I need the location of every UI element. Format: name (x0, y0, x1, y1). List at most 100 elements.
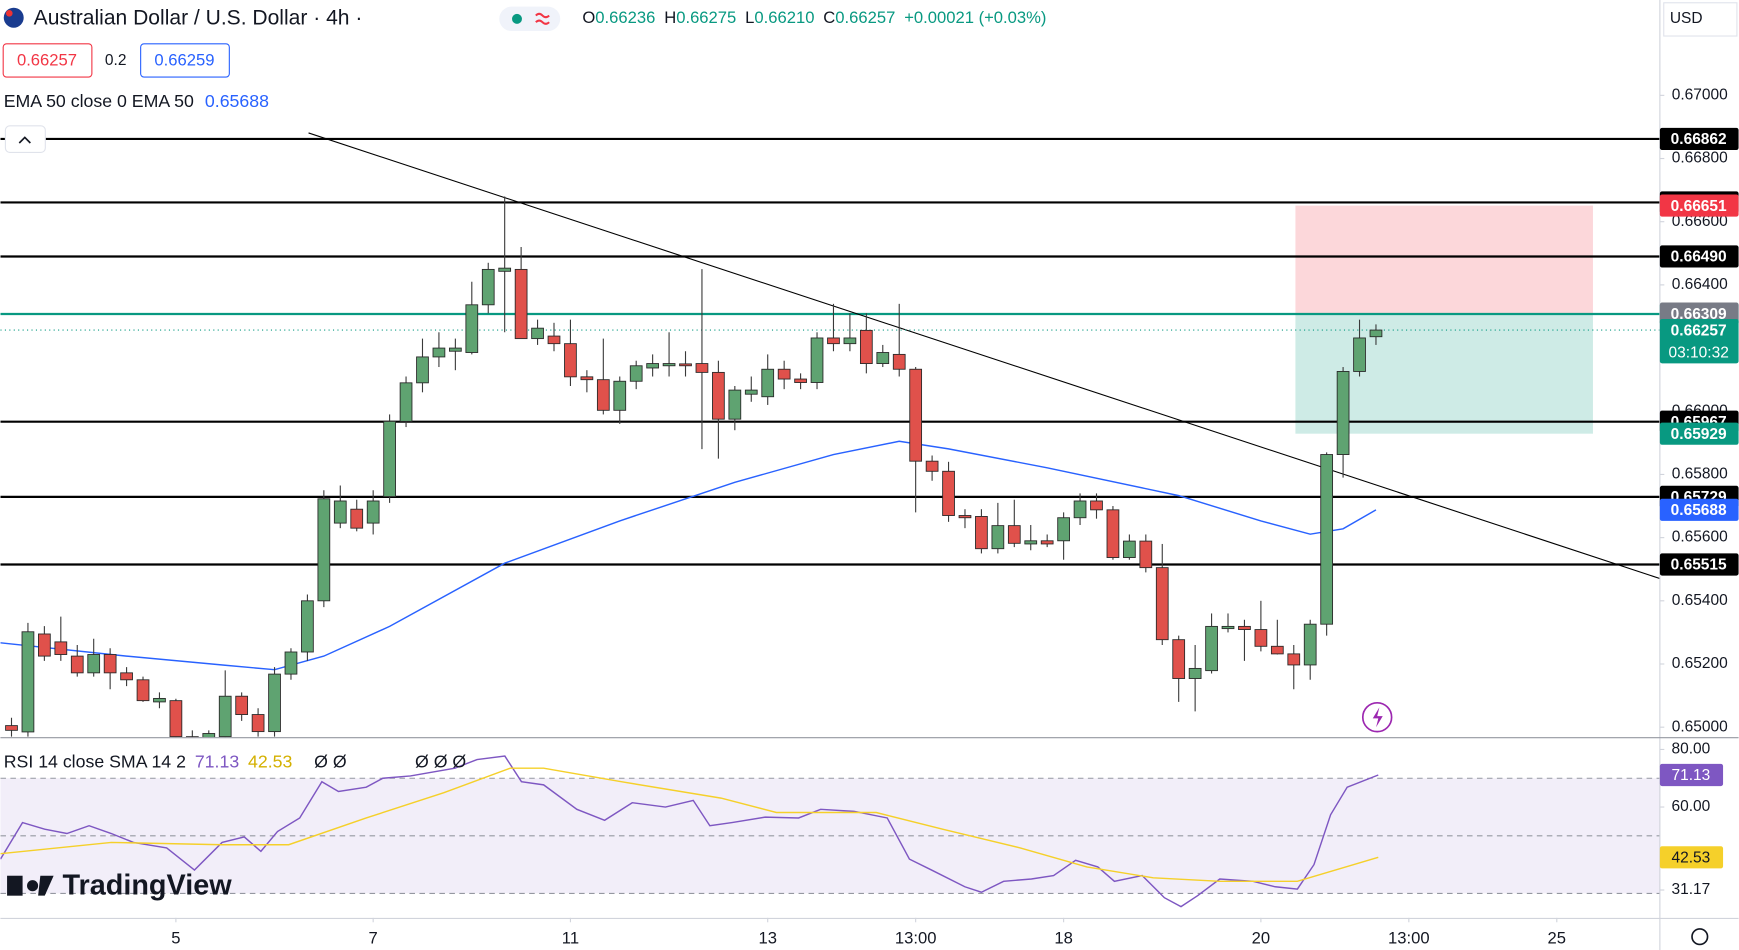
countdown: 03:10:32 (1668, 344, 1728, 361)
candle-body (827, 337, 840, 345)
last-price-badge: 0.66257 (1671, 322, 1727, 339)
level-badge: 0.65515 (1671, 557, 1727, 574)
buy-button[interactable] (140, 43, 230, 78)
sell-button[interactable] (2, 43, 93, 78)
candle-body (679, 363, 692, 367)
last-price-badge-bg (1659, 318, 1739, 364)
candle-body (498, 267, 512, 272)
ema-legend-label: EMA 50 close 0 EMA 50 (4, 91, 194, 111)
ohlc-key: L (745, 8, 754, 27)
candle-body (514, 268, 528, 340)
x-tick-label: 13 (758, 928, 776, 947)
candle-body (1205, 625, 1218, 672)
candle-body (333, 500, 347, 524)
candle-body (1024, 540, 1038, 545)
rsi-line (0, 755, 1379, 908)
brand-name: TradingView (62, 869, 232, 901)
ohlc-key: H (664, 8, 676, 27)
candle-body (1007, 525, 1021, 544)
rsi-tick-label: 60.00 (1672, 798, 1711, 815)
brand-logo (7, 875, 23, 896)
market-status[interactable] (499, 6, 561, 32)
stop-badge-bg (1659, 194, 1739, 217)
candle-body (350, 508, 364, 529)
candle-body (235, 695, 249, 715)
x-tick-label: 20 (1252, 928, 1270, 947)
candle-body (1040, 540, 1054, 545)
candle-body (481, 268, 495, 306)
candle-body (416, 356, 429, 384)
symbol-flag (3, 7, 24, 28)
ema-line (0, 440, 1377, 671)
stop-badge: 0.66651 (1671, 198, 1727, 215)
ema-legend-value: 0.65688 (205, 91, 269, 111)
candle-body (1106, 509, 1120, 558)
main-pane (0, 132, 1660, 738)
candle-body (892, 353, 906, 370)
entry-badge: 0.66309 (1671, 306, 1727, 323)
level-badge: 0.66490 (1671, 249, 1727, 266)
x-tick-label: 18 (1054, 928, 1072, 947)
candle-body (876, 352, 890, 365)
candle-body (613, 380, 627, 411)
candle-body (1057, 517, 1070, 542)
candle-body (1139, 540, 1153, 569)
candle-body (21, 631, 35, 733)
candle-body (564, 343, 577, 378)
candle-body (958, 515, 972, 519)
candle-body (251, 714, 265, 733)
buy-price: 0.66259 (154, 50, 214, 69)
candle-body (54, 641, 68, 655)
spread: 0.2 (105, 52, 127, 69)
candle-body (1155, 567, 1169, 641)
candle-body (399, 382, 413, 422)
y-tick-label: 0.65200 (1672, 655, 1728, 672)
status-icon (535, 12, 550, 25)
symbol-title[interactable]: Australian Dollar / U.S. Dollar · 4h · (34, 6, 363, 29)
y-tick-label: 0.65600 (1672, 529, 1728, 546)
candle-body (1336, 371, 1350, 455)
candle-body (202, 733, 216, 738)
rsi-pane (0, 755, 1660, 908)
candle-body (975, 516, 988, 550)
ema-badge: 0.65688 (1671, 502, 1727, 519)
x-tick-label: 13:00 (895, 928, 937, 947)
ema-badge-bg (1659, 498, 1739, 521)
candle-body (942, 470, 955, 516)
ohlc-key: C (823, 8, 835, 27)
sell-price: 0.66257 (17, 50, 77, 69)
y-tick-label: 0.65000 (1672, 718, 1728, 735)
ema-legend[interactable]: EMA 50 close 0 EMA 50 0.65688 (4, 91, 269, 111)
price-axis-bg (1659, 0, 1739, 950)
candle-body (1303, 623, 1317, 666)
candle-body (449, 347, 462, 352)
candle-body (268, 673, 281, 733)
candle-body (728, 389, 742, 420)
candle-body (218, 695, 232, 738)
candle-body (1353, 337, 1366, 372)
candle-body (547, 335, 561, 345)
y-tick-label: 0.66400 (1672, 276, 1728, 293)
candle-body (859, 329, 873, 365)
currency-selector[interactable] (1663, 2, 1738, 37)
candle-body (646, 363, 659, 369)
time-axis-bg (0, 917, 1739, 950)
candle-body (695, 363, 709, 373)
candle-body (1270, 645, 1284, 655)
candle-body (531, 327, 544, 340)
brand-logo-shape (38, 875, 54, 896)
candle-body (810, 337, 824, 383)
x-tick-label: 11 (562, 928, 579, 947)
settings-icon[interactable] (1691, 928, 1709, 946)
candle-body (103, 654, 117, 674)
rsi-placeholder: Ø Ø (314, 751, 347, 771)
currency: USD (1670, 10, 1703, 27)
rsi-legend[interactable]: RSI 14 close SMA 14 2 71.13 42.53 (4, 751, 293, 771)
rsi-placeholder: Ø Ø Ø (415, 751, 466, 771)
rsi-tick-label: 31.17 (1672, 881, 1711, 898)
candle-body (909, 368, 923, 462)
ohlc-value: 0.66275 (676, 8, 736, 27)
